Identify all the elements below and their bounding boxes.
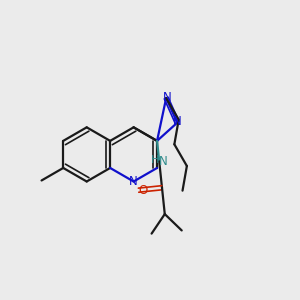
Text: H: H <box>151 155 159 165</box>
Text: N: N <box>173 115 182 128</box>
Text: N: N <box>163 92 172 104</box>
Text: O: O <box>138 184 148 197</box>
Text: N: N <box>129 175 138 188</box>
Text: N: N <box>159 155 168 168</box>
